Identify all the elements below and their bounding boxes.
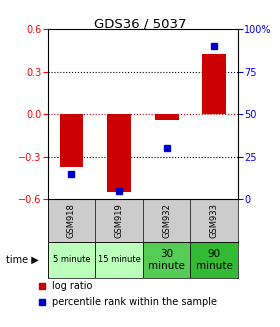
Text: GSM918: GSM918 [67,203,76,238]
Bar [95,242,143,278]
Bar [202,54,226,114]
Bar [155,114,179,120]
Text: 90
minute: 90 minute [196,249,233,271]
Text: time ▶: time ▶ [6,255,39,265]
Bar [143,242,190,278]
Text: percentile rank within the sample: percentile rank within the sample [52,298,217,307]
Text: 5 minute: 5 minute [53,255,90,265]
Bar [190,242,238,278]
Text: GSM933: GSM933 [210,203,219,238]
Text: 30
minute: 30 minute [148,249,185,271]
Text: GSM919: GSM919 [115,203,123,238]
Bar [59,114,83,167]
Bar [48,242,95,278]
Text: log ratio: log ratio [52,281,92,291]
Bar [107,114,131,192]
Text: GSM932: GSM932 [162,203,171,238]
Text: GDS36 / 5037: GDS36 / 5037 [94,18,186,31]
Text: 15 minute: 15 minute [97,255,141,265]
